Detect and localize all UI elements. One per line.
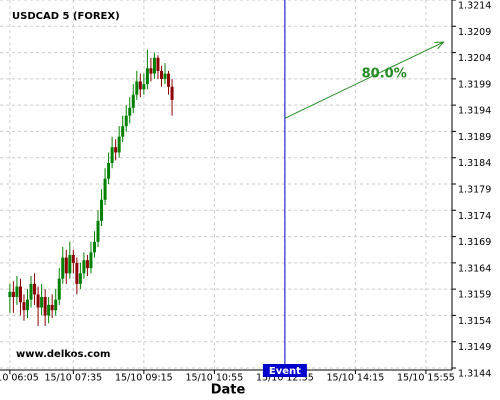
candle-body (82, 260, 86, 274)
candle-body (75, 262, 79, 284)
candle-body (100, 199, 104, 221)
candle-body (8, 291, 12, 298)
event-label: Event (269, 366, 301, 377)
y-tick-label: 1.3174 (458, 211, 491, 222)
candle-body (47, 304, 51, 316)
chart-title: USDCAD 5 (FOREX) (12, 11, 120, 22)
candle-body (163, 73, 167, 79)
x-tick-label: 15/10 06:05 (0, 373, 39, 384)
candle-body (107, 162, 111, 179)
candle-body (170, 86, 174, 100)
x-tick-label: 15/10 07:35 (44, 373, 102, 384)
candle-body (138, 81, 142, 90)
y-tick-label: 1.3214 (458, 1, 491, 12)
candle-body (22, 302, 26, 311)
arrow-head (434, 41, 445, 50)
y-tick-label: 1.3154 (458, 316, 491, 327)
candle-body (167, 73, 171, 87)
y-tick-label: 1.3144 (458, 369, 491, 380)
candle-body (149, 68, 153, 74)
y-tick-label: 1.3209 (458, 27, 491, 38)
candle-body (156, 57, 160, 71)
candle-body (18, 286, 22, 303)
candle-body (71, 254, 75, 263)
candle-body (26, 299, 30, 311)
candle-body (33, 283, 37, 295)
plot-area (0, 0, 452, 370)
candle-body (114, 147, 118, 153)
x-axis-label: Date (211, 383, 246, 398)
candle-body (64, 257, 68, 274)
x-tick-label: 15/10 09:15 (115, 373, 173, 384)
watermark: www.delkos.com (16, 349, 110, 360)
candle-body (57, 278, 61, 300)
candle-body (36, 294, 40, 308)
candle-body (50, 304, 54, 311)
y-tick-label: 1.3164 (458, 263, 491, 274)
candle-body (78, 273, 82, 284)
y-tick-label: 1.3179 (458, 185, 491, 196)
candle-body (40, 297, 44, 308)
x-tick-label: 15/10 12:35 (256, 373, 314, 384)
candle-body (142, 84, 146, 90)
y-tick-label: 1.3184 (458, 158, 491, 169)
candle-body (96, 220, 100, 242)
candle-body (121, 126, 125, 137)
candle-body (159, 70, 163, 79)
y-tick-label: 1.3199 (458, 79, 491, 90)
y-tick-label: 1.3204 (458, 53, 491, 64)
candle-body (89, 252, 93, 269)
candle-body (61, 257, 65, 279)
candle-body (15, 286, 19, 298)
candle-body (128, 107, 132, 116)
candle-body (131, 94, 135, 108)
candle-body (117, 136, 121, 153)
x-tick-label: 15/10 10:55 (185, 373, 243, 384)
candle-body (152, 57, 156, 74)
candle-body (92, 241, 96, 253)
forecast-label: 80.0% (362, 67, 407, 82)
candle-body (43, 297, 47, 316)
candle-body (145, 68, 149, 85)
x-tick-label: 15/10 14:15 (327, 373, 385, 384)
candle-body (110, 147, 114, 163)
event-badge (262, 364, 307, 377)
y-tick-label: 1.3189 (458, 132, 491, 143)
forecast-arrow (284, 41, 444, 119)
candle-body (54, 299, 58, 311)
candle-body (103, 178, 107, 200)
y-tick-label: 1.3194 (458, 106, 491, 117)
y-tick-label: 1.3159 (458, 290, 491, 301)
candle-body (11, 291, 15, 298)
y-tick-label: 1.3149 (458, 342, 491, 353)
candle-body (135, 81, 139, 95)
y-tick-label: 1.3169 (458, 237, 491, 248)
candle-body (29, 283, 33, 300)
candle-body (68, 254, 72, 274)
candle-body (124, 115, 128, 127)
x-tick-label: 15/10 15:55 (397, 373, 455, 384)
candle-body (85, 260, 89, 269)
